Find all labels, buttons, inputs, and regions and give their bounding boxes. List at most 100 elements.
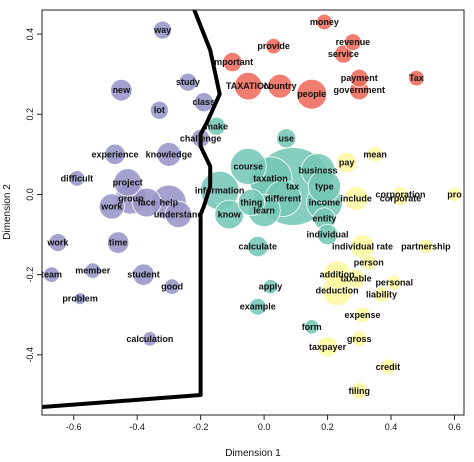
x-tick-label: 0.0 bbox=[258, 422, 271, 432]
point-bubble bbox=[149, 100, 169, 120]
point-bubble bbox=[43, 266, 60, 283]
x-tick-label: -0.4 bbox=[129, 422, 145, 432]
point-bubble bbox=[304, 319, 320, 335]
point-bubble bbox=[73, 292, 87, 306]
point-label: taxable bbox=[341, 274, 372, 284]
x-tick-label: -0.2 bbox=[193, 422, 209, 432]
point-label: individual rate bbox=[332, 242, 393, 252]
point-label: study bbox=[176, 77, 200, 87]
point-label: credit bbox=[376, 362, 401, 372]
point-bubble bbox=[163, 278, 181, 295]
point-label: filing bbox=[349, 386, 371, 396]
point-label: lot bbox=[154, 105, 165, 115]
point-label: mean bbox=[363, 149, 387, 159]
point-label: good bbox=[161, 282, 183, 292]
point-label: taxation bbox=[253, 173, 288, 183]
point-label: revenue bbox=[336, 37, 371, 47]
point-label: country bbox=[263, 81, 296, 91]
point-bubble bbox=[98, 193, 125, 220]
point-label: new bbox=[113, 85, 132, 95]
point-bubble bbox=[222, 52, 243, 73]
point-bubble bbox=[350, 382, 369, 400]
point-label: know bbox=[218, 210, 242, 220]
point-label: form bbox=[302, 322, 322, 332]
point-label: gross bbox=[347, 334, 372, 344]
point-bubble bbox=[346, 268, 367, 289]
point-bubble bbox=[349, 68, 369, 88]
point-label: understand bbox=[154, 210, 203, 220]
point-label: payment bbox=[341, 73, 378, 83]
point-label: money bbox=[310, 17, 339, 27]
point-label: project bbox=[113, 177, 143, 187]
point-label: partnership bbox=[401, 242, 451, 252]
point-label: expense bbox=[344, 310, 380, 320]
point-label: income bbox=[309, 197, 341, 207]
point-bubble bbox=[237, 188, 266, 217]
point-label: service bbox=[328, 49, 359, 59]
point-bubble bbox=[334, 44, 353, 64]
point-label: person bbox=[354, 258, 384, 268]
point-label: individual bbox=[307, 230, 349, 240]
point-bubble bbox=[131, 187, 162, 218]
point-bubble bbox=[351, 330, 368, 348]
point-label: deduction bbox=[316, 286, 359, 296]
point-bubble bbox=[106, 231, 130, 254]
point-label: government bbox=[334, 85, 386, 95]
point-bubble bbox=[386, 275, 402, 291]
point-label: liability bbox=[366, 290, 397, 300]
point-bubble bbox=[343, 186, 369, 211]
point-bubble bbox=[446, 186, 463, 203]
point-bubble bbox=[193, 92, 214, 113]
point-bubble bbox=[214, 199, 245, 230]
point-label: time bbox=[109, 238, 128, 248]
y-tick-label: -0.2 bbox=[25, 267, 35, 283]
point-label: group bbox=[118, 193, 144, 203]
point-label: make bbox=[205, 121, 228, 131]
y-tick-label: -0.4 bbox=[25, 347, 35, 363]
point-bubble bbox=[48, 233, 68, 252]
point-bubble bbox=[373, 286, 390, 303]
x-axis-title: Dimension 1 bbox=[225, 448, 281, 459]
y-tick-label: 0.0 bbox=[25, 188, 35, 201]
point-label: people bbox=[297, 89, 326, 99]
point-label: Tax bbox=[409, 73, 424, 83]
point-label: use bbox=[279, 133, 295, 143]
y-tick-label: 0.4 bbox=[25, 28, 35, 41]
point-label: work bbox=[100, 201, 123, 211]
point-label: business bbox=[299, 165, 338, 175]
point-label: TAXATION bbox=[226, 81, 271, 91]
point-label: provide bbox=[257, 41, 290, 51]
point-label: personal bbox=[375, 278, 413, 288]
point-label: student bbox=[127, 270, 160, 280]
point-label: entity bbox=[312, 214, 336, 224]
point-label: class bbox=[193, 97, 216, 107]
point-bubble bbox=[316, 223, 339, 246]
point-bubble bbox=[234, 71, 263, 101]
point-bubble bbox=[344, 33, 362, 51]
point-bubble bbox=[110, 78, 133, 102]
point-label: way bbox=[153, 25, 171, 35]
y-axis-title: Dimension 2 bbox=[2, 184, 13, 240]
point-bubble bbox=[336, 151, 358, 173]
point-bubble bbox=[207, 116, 226, 136]
point-label: example bbox=[240, 302, 276, 312]
point-label: challenge bbox=[180, 133, 222, 143]
point-label: tax bbox=[286, 181, 299, 191]
point-label: face bbox=[138, 197, 156, 207]
point-label: include bbox=[340, 193, 372, 203]
point-bubble bbox=[104, 143, 126, 165]
point-label: knowledge bbox=[146, 149, 193, 159]
point-label: learn bbox=[253, 205, 275, 215]
point-label: different bbox=[265, 193, 301, 203]
point-bubble bbox=[132, 263, 155, 286]
point-label: thing bbox=[240, 197, 262, 207]
point-label: problem bbox=[62, 294, 98, 304]
point-bubble bbox=[392, 190, 409, 207]
x-tick-label: -0.6 bbox=[66, 422, 82, 432]
x-tick-label: 0.4 bbox=[385, 422, 398, 432]
point-label: pro bbox=[447, 189, 462, 199]
point-bubble bbox=[307, 169, 341, 204]
point-bubble bbox=[229, 147, 267, 185]
point-label: type bbox=[315, 181, 334, 191]
